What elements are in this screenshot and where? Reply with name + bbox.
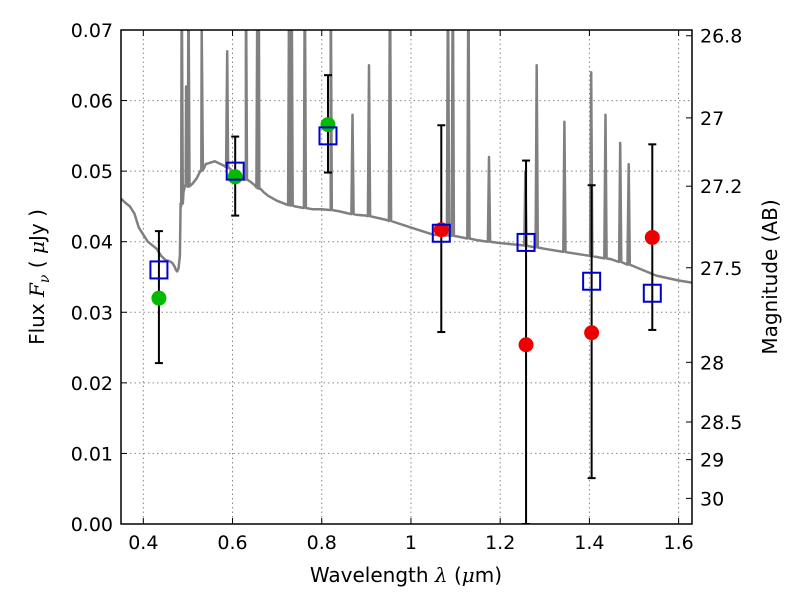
- y-tick-label: 0.02: [71, 373, 113, 395]
- x-axis-title: Wavelength λ (μm): [310, 563, 502, 587]
- y2-tick-label: 30: [700, 488, 724, 510]
- y2-tick-label: 29: [700, 450, 724, 472]
- plot-frame: [120, 29, 693, 525]
- x-tick-label: 1.2: [485, 532, 515, 554]
- x-tick-label: 1: [405, 532, 417, 554]
- y-tick-label: 0.00: [71, 514, 113, 536]
- y2-tick-label: 27.5: [700, 258, 742, 280]
- model-sed-line: [121, 30, 692, 284]
- plot-area: [121, 30, 692, 524]
- x-tick-label: 1.6: [664, 532, 694, 554]
- y-tick-label: 0.05: [71, 161, 113, 183]
- observed-point: [320, 117, 336, 133]
- model-point: [516, 232, 536, 252]
- observed-point: [151, 290, 167, 306]
- y2-tick-label: 28: [700, 352, 724, 374]
- observed-point: [644, 229, 660, 245]
- axes-frame: [120, 29, 693, 525]
- y2-tick-label: 27.2: [700, 176, 742, 198]
- y2-axis-title: Magnitude (AB): [758, 199, 782, 354]
- y-tick-label: 0.04: [71, 232, 113, 254]
- y-tick-label: 0.01: [71, 443, 113, 465]
- y-axis-title: Flux Fν ( μJy ): [25, 209, 53, 345]
- model-point: [318, 126, 338, 146]
- ticks: 0.4 0.6 0.8 1 1.2 1.4 1.6 0.00 0.01 0.02 0.03 0.04 0…: [71, 20, 743, 554]
- model-point: [582, 271, 602, 291]
- model-point: [225, 161, 245, 181]
- x-tick-label: 1.4: [574, 532, 604, 554]
- y2-tick-label: 26.8: [700, 26, 742, 48]
- y2-tick-label: 28.5: [700, 412, 742, 434]
- observed-point: [227, 169, 243, 185]
- model-point: [642, 283, 662, 303]
- y-tick-label: 0.03: [71, 302, 113, 324]
- y2-tick-label: 27: [700, 108, 724, 130]
- grid: [121, 29, 692, 525]
- model-point: [431, 223, 451, 243]
- x-tick-label: 0.4: [128, 532, 158, 554]
- y-tick-label: 0.06: [71, 91, 113, 113]
- y-tick-label: 0.07: [71, 20, 113, 42]
- observed-point: [518, 337, 534, 353]
- observed-point: [584, 325, 600, 341]
- observed-point: [433, 222, 449, 238]
- x-tick-label: 0.6: [217, 532, 247, 554]
- x-tick-label: 0.8: [307, 532, 337, 554]
- model-point: [149, 260, 169, 280]
